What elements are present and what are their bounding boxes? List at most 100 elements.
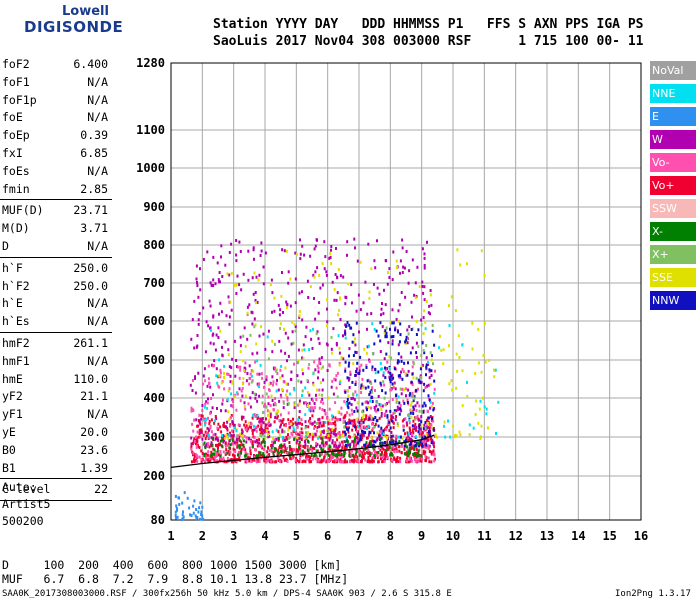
trace-point: [413, 458, 416, 461]
trace-point: [230, 460, 233, 464]
trace-point: [332, 327, 335, 331]
trace-point: [420, 365, 423, 369]
trace-point: [391, 342, 394, 346]
trace-point: [230, 366, 233, 369]
trace-point: [318, 417, 321, 421]
trace-point: [392, 335, 395, 338]
x-tick-label: 10: [446, 529, 460, 543]
trace-point: [248, 446, 251, 450]
trace-point: [311, 346, 314, 350]
trace-point: [374, 266, 377, 270]
trace-point: [364, 400, 367, 404]
trace-point: [235, 443, 238, 447]
trace-point: [258, 382, 261, 386]
trace-point: [174, 494, 177, 498]
trace-point: [421, 442, 424, 446]
trace-point: [300, 418, 303, 422]
trace-point: [261, 394, 264, 398]
trace-point: [315, 332, 318, 336]
trace-point: [267, 433, 269, 437]
trace-point: [334, 401, 337, 405]
trace-point: [201, 505, 204, 509]
trace-point: [286, 302, 289, 306]
trace-point: [224, 452, 227, 456]
trace-point: [298, 399, 301, 403]
trace-point: [243, 401, 246, 405]
trace-point: [175, 507, 178, 510]
param-row: foF1 N/A: [0, 74, 112, 92]
trace-point: [455, 352, 458, 356]
trace-point: [352, 445, 355, 449]
trace-point: [255, 439, 258, 443]
trace-point: [417, 417, 420, 421]
trace-point: [346, 404, 349, 408]
trace-point: [260, 441, 263, 445]
trace-point: [242, 434, 244, 438]
trace-point: [189, 513, 192, 517]
trace-point: [373, 425, 376, 429]
trace-point: [279, 444, 281, 448]
trace-point: [246, 372, 249, 375]
trace-point: [191, 318, 194, 322]
trace-point: [205, 320, 208, 324]
trace-point: [195, 517, 198, 521]
trace-point: [354, 442, 357, 446]
trace-point: [363, 418, 366, 422]
trace-point: [471, 321, 474, 325]
trace-point: [406, 401, 409, 404]
trace-point: [413, 440, 416, 444]
trace-point: [224, 437, 227, 440]
trace-point: [429, 437, 432, 441]
autoscale-label: Auto:: [2, 480, 37, 494]
trace-point: [402, 265, 405, 269]
trace-point: [205, 432, 208, 435]
trace-point: [395, 401, 398, 404]
trace-point: [401, 367, 404, 371]
trace-point: [248, 364, 251, 368]
trace-point: [407, 434, 410, 438]
trace-point: [360, 455, 363, 459]
trace-point: [329, 436, 332, 440]
trace-point: [231, 404, 234, 408]
trace-point: [387, 271, 389, 275]
trace-point: [329, 428, 332, 432]
trace-point: [235, 292, 238, 295]
trace-point: [379, 339, 382, 343]
trace-point: [353, 421, 356, 424]
trace-point: [334, 273, 337, 276]
trace-point: [195, 508, 198, 511]
trace-point: [292, 422, 295, 426]
trace-point: [239, 399, 242, 403]
trace-point: [344, 432, 347, 436]
trace-point: [405, 421, 408, 425]
trace-point: [273, 342, 276, 346]
trace-point: [279, 425, 282, 429]
trace-point: [420, 380, 423, 384]
trace-point: [220, 310, 223, 314]
trace-point: [298, 314, 301, 318]
trace-point: [267, 430, 270, 434]
trace-point: [424, 445, 427, 449]
trace-point: [256, 414, 259, 418]
trace-point: [277, 456, 280, 460]
trace-point: [443, 424, 446, 428]
trace-point: [284, 449, 287, 452]
param-name: MUF(D): [2, 203, 44, 218]
trace-point: [345, 324, 348, 328]
trace-point: [287, 433, 289, 437]
trace-point: [362, 301, 365, 305]
trace-point: [332, 392, 335, 396]
trace-point: [411, 258, 414, 262]
trace-point: [338, 432, 341, 436]
trace-point: [406, 431, 409, 435]
trace-point: [427, 394, 430, 398]
trace-point: [346, 376, 349, 380]
trace-point: [297, 403, 300, 407]
trace-point: [413, 425, 416, 429]
trace-point: [255, 425, 258, 429]
trace-point: [280, 445, 283, 449]
trace-point: [352, 424, 355, 428]
trace-point: [281, 444, 284, 448]
trace-point: [208, 454, 211, 458]
trace-point: [336, 371, 339, 375]
